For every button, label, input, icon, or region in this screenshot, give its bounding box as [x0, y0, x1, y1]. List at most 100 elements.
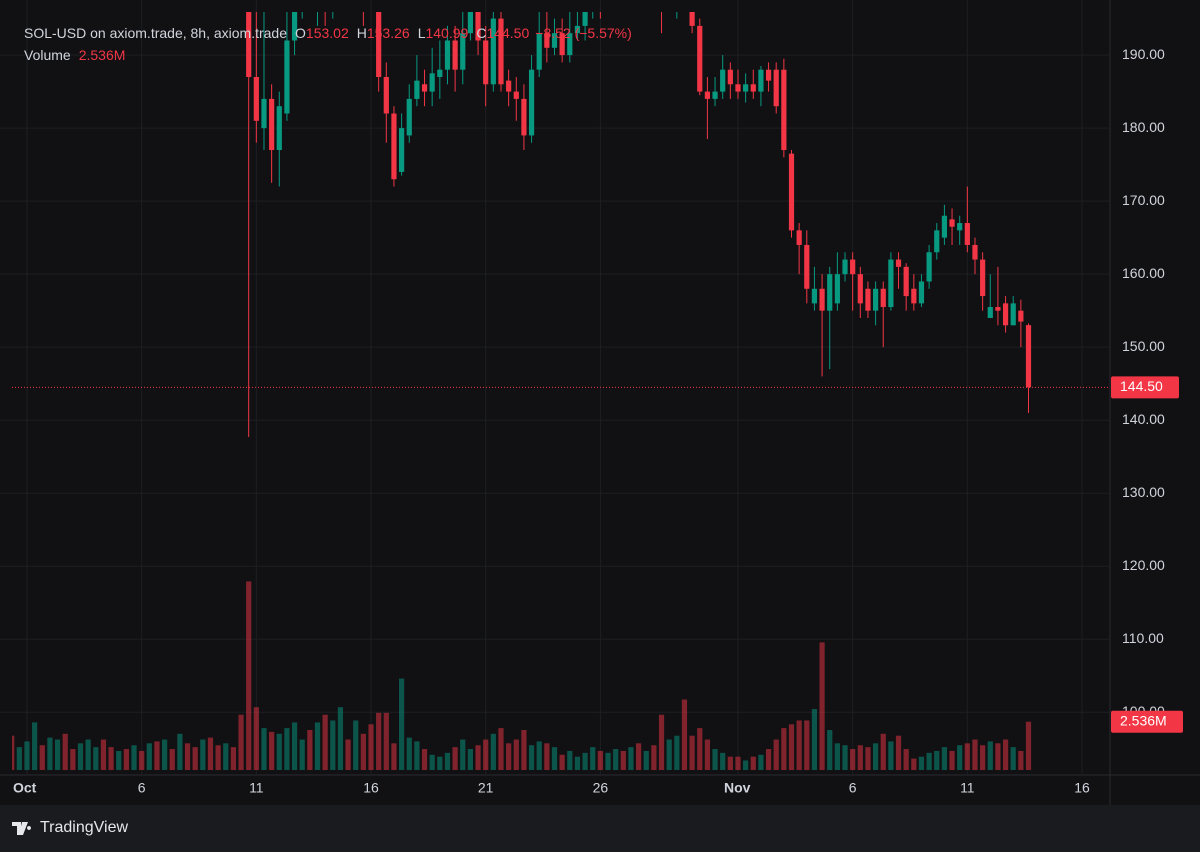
candle-body: [941, 215, 948, 238]
candle-body: [567, 33, 573, 56]
volume-bar: [39, 745, 45, 770]
volume-bar: [758, 754, 764, 770]
volume-bar: [949, 750, 955, 770]
candle-body: [872, 288, 879, 311]
volume-bar: [613, 749, 619, 770]
volume-bar: [980, 745, 986, 770]
candle-body: [811, 288, 818, 304]
candle-body: [551, 33, 558, 48]
candle-body: [758, 69, 764, 92]
legend-label: C: [476, 25, 487, 41]
volume-bar: [605, 752, 611, 770]
candle-body: [781, 69, 787, 151]
volume-bar: [177, 733, 183, 770]
candle-body: [689, 12, 695, 26]
x-tick-label: 16: [1074, 780, 1090, 796]
volume-bar: [116, 750, 122, 770]
volume-bar: [276, 733, 282, 770]
volume-bar: [888, 741, 894, 770]
candle-body: [773, 69, 779, 107]
legend-volume: Volume 2.536M: [24, 44, 632, 66]
candle-body: [987, 307, 993, 318]
volume-bar: [70, 749, 76, 770]
volume-bar: [926, 752, 932, 770]
volume-bar: [330, 720, 336, 770]
candle-body: [498, 18, 504, 85]
candle-body: [521, 98, 527, 136]
volume-bar: [498, 728, 504, 770]
volume-bar: [246, 581, 252, 770]
volume-bar: [261, 728, 267, 770]
candle-body: [1002, 303, 1009, 326]
y-tick-label: 130.00: [1122, 484, 1165, 500]
candle-body: [727, 69, 733, 85]
volume-bar: [47, 737, 53, 770]
candle-body: [1018, 310, 1024, 322]
candle-body: [269, 98, 275, 151]
candle-body: [720, 69, 726, 92]
volume-bar: [666, 739, 672, 770]
volume-bar: [750, 756, 756, 770]
candle-body: [949, 219, 955, 227]
x-tick-label: 11: [249, 780, 264, 796]
candle-body: [735, 84, 741, 92]
candle-body: [261, 98, 267, 129]
candle-body: [704, 91, 711, 99]
volume-bar: [628, 747, 634, 770]
volume-bar: [796, 720, 802, 770]
y-tick-label: 110.00: [1122, 630, 1164, 646]
volume-bar: [368, 724, 374, 770]
candle-body: [429, 73, 435, 92]
candle-body: [712, 91, 718, 99]
candle-body: [582, 12, 588, 26]
volume-bar: [788, 724, 795, 770]
candle-body: [528, 69, 535, 136]
volume-bar: [1002, 739, 1009, 770]
candle-body: [697, 25, 703, 92]
volume-bar: [781, 728, 787, 770]
volume-bar: [139, 750, 145, 770]
volume-bar: [643, 750, 649, 770]
volume-bar: [804, 720, 810, 770]
candle-body: [398, 128, 405, 172]
volume-bar: [658, 714, 665, 770]
candle-body: [536, 33, 542, 70]
volume-bar: [995, 743, 1001, 770]
volume-bar: [93, 747, 99, 770]
candle-body: [253, 76, 259, 121]
volume-bar: [291, 722, 298, 770]
last-volume-label: 2.536M: [1120, 712, 1167, 728]
candle-body: [980, 259, 986, 297]
volume-bar: [161, 739, 168, 770]
volume-bar: [460, 739, 466, 770]
candle-body: [857, 274, 863, 304]
candle-body: [490, 18, 496, 85]
volume-bar: [192, 747, 198, 770]
volume-bar: [651, 745, 657, 770]
candle-body: [850, 259, 856, 275]
volume-bar: [406, 737, 412, 770]
volume-bar: [12, 735, 15, 770]
candle-body: [743, 84, 749, 92]
volume-bar: [123, 749, 129, 770]
y-tick-label: 120.00: [1122, 557, 1165, 573]
volume-bar: [635, 743, 642, 770]
volume-bar: [16, 747, 22, 770]
volume-bar: [903, 749, 909, 770]
volume-bar: [131, 745, 137, 770]
legend-label: Volume: [24, 47, 71, 63]
candle-body: [467, 12, 474, 34]
volume-bar: [383, 712, 389, 770]
volume-bar: [567, 750, 573, 770]
logo-mark: [12, 822, 32, 835]
price-pane: [12, 12, 1110, 438]
candle-body: [788, 153, 795, 231]
volume-bar: [590, 747, 596, 770]
x-tick-label: 16: [363, 780, 379, 796]
volume-bar: [284, 728, 290, 770]
volume-bar: [215, 745, 221, 770]
volume-bar: [452, 747, 458, 770]
volume-bar: [314, 722, 321, 770]
volume-bar: [200, 739, 206, 770]
volume-bar: [444, 752, 451, 770]
